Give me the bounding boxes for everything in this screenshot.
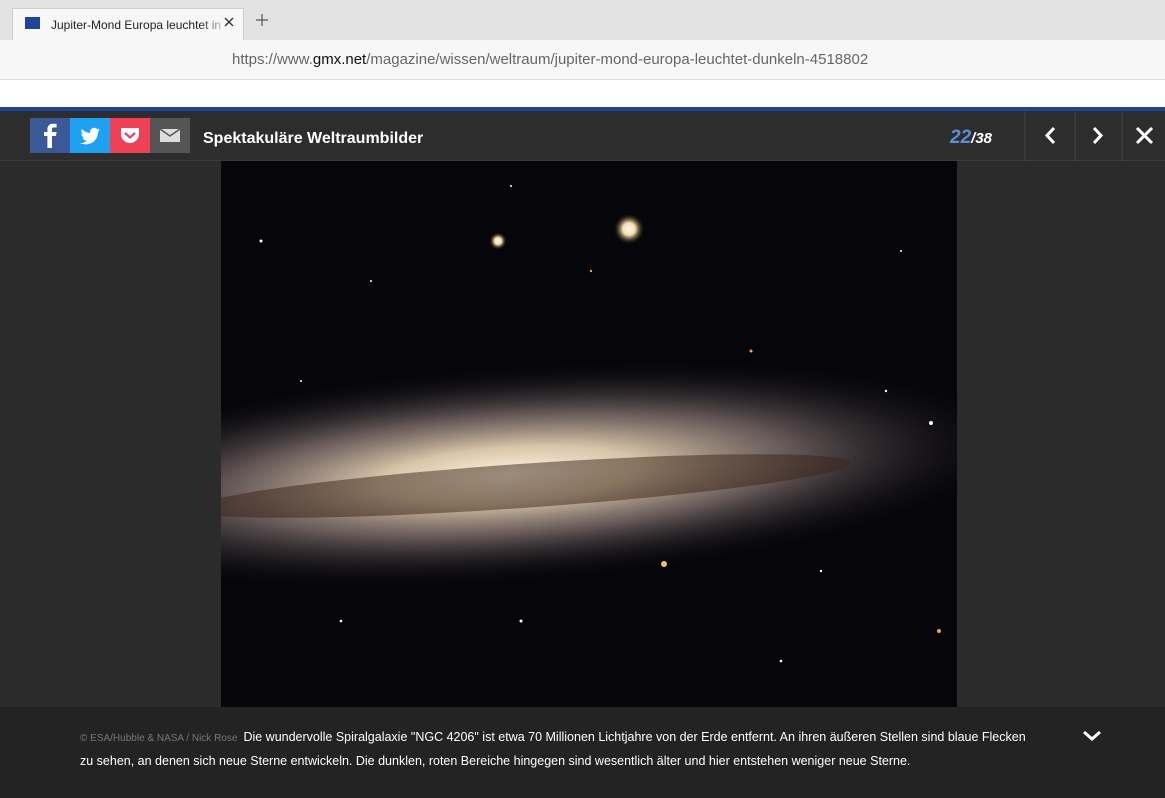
next-button[interactable] [1092,126,1104,145]
gallery-header [0,111,1165,161]
tab-close[interactable] [224,17,234,27]
tab-title: Jupiter-Mond Europa leuchtet in [51,18,222,32]
favicon [25,17,40,29]
url-domain: gmx.net [312,51,367,68]
caption-bar [0,707,1165,798]
caption-text: Die wundervolle Spiralgalaxie "NGC 4206"… [80,730,1026,768]
counter-current: 22 [950,127,972,148]
new-tab[interactable] [256,14,268,26]
counter-total: 38 [975,130,992,147]
page-strip [0,80,1165,107]
address-bar [0,40,1165,80]
galaxy-image [221,161,957,707]
prev-button[interactable] [1044,126,1056,145]
counter-separator: / [971,130,976,147]
url-prefix: https://www. [232,51,313,68]
gallery-title: Spektakuläre Weltraumbilder [203,130,424,147]
url-path: /magazine/wissen/weltraum/jupiter-mond-e… [366,51,869,68]
image-counter: 22/38 [950,127,992,149]
close-button[interactable] [1135,126,1154,145]
collapse-caption[interactable] [1080,726,1104,746]
image-credit: © ESA/Hubble & NASA / Nick Rose [80,733,238,744]
blue-line [0,107,1165,111]
url[interactable]: https://www.gmx.net/magazine/wissen/welt… [232,51,868,68]
caption: © ESA/Hubble & NASA / Nick Rose Die wunde… [80,726,1040,772]
header-buttons [30,111,1154,161]
